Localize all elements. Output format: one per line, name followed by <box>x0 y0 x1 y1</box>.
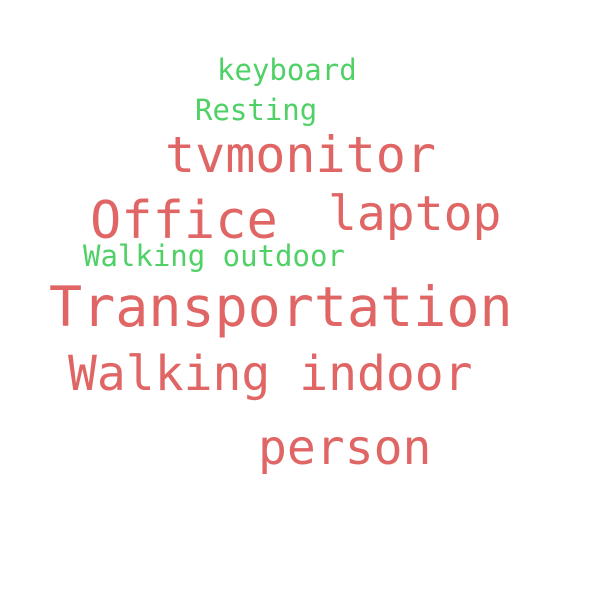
word-office: Office <box>90 191 278 251</box>
word-laptop: laptop <box>328 186 502 242</box>
word-keyboard: keyboard <box>217 53 357 87</box>
word-tvmonitor: tvmonitor <box>165 126 436 184</box>
word-person: person <box>258 420 432 476</box>
word-resting: Resting <box>195 93 318 127</box>
word-transportation: Transportation <box>49 275 513 339</box>
word-walking-indoor: Walking indoor <box>68 346 473 402</box>
word-walking-outdoor: Walking outdoor <box>83 239 345 273</box>
